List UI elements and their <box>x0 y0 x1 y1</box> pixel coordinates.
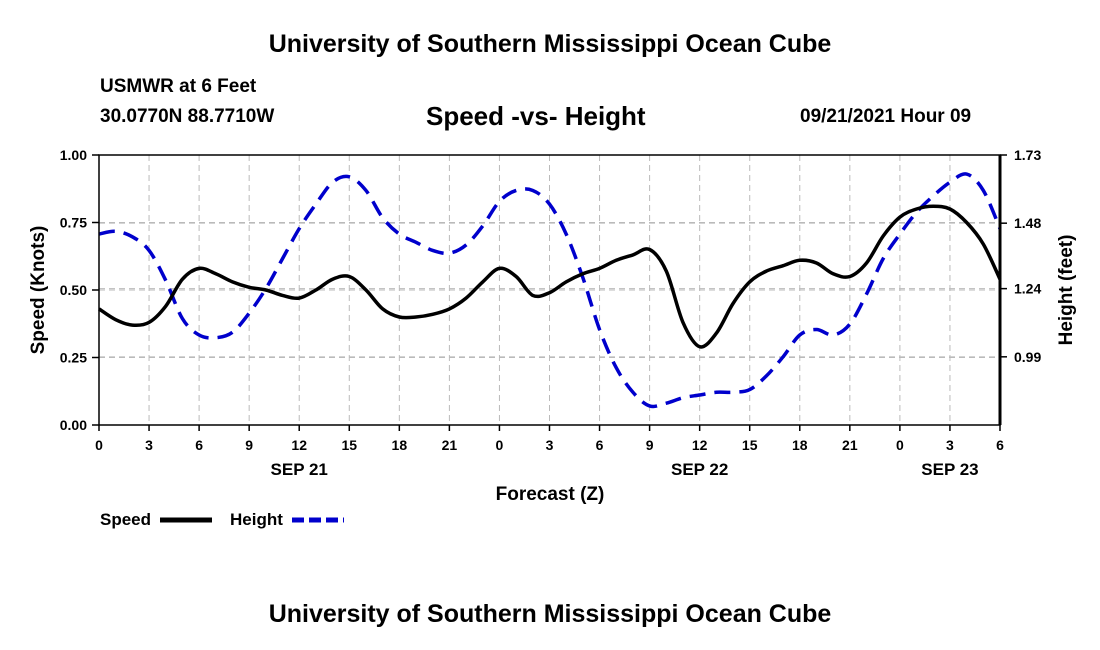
y-tick-label: 1.00 <box>60 147 87 163</box>
station-coordinates: 30.0770N 88.7710W <box>100 106 275 127</box>
x-axis-label: Forecast (Z) <box>496 484 605 505</box>
x-tick-label: 21 <box>442 437 458 453</box>
y-tick-label: 0.75 <box>60 215 87 231</box>
y2-tick-label: 0.99 <box>1014 349 1041 365</box>
date-label: SEP 23 <box>921 460 978 479</box>
x-tick-label: 0 <box>95 437 103 453</box>
bottom-title: University of Southern Mississippi Ocean… <box>268 600 832 628</box>
speed-series-line <box>98 204 1002 349</box>
x-tick-label: 12 <box>692 437 708 453</box>
x-tick-label: 0 <box>496 437 504 453</box>
y2-axis-label: Height (feet) <box>1056 235 1077 346</box>
x-tick-label: 18 <box>792 437 808 453</box>
x-tick-label: 21 <box>842 437 858 453</box>
x-tick-label: 3 <box>145 437 153 453</box>
station-name: USMWR at 6 Feet <box>100 76 257 97</box>
y2-tick-label: 1.48 <box>1014 215 1041 231</box>
x-tick-label: 15 <box>742 437 758 453</box>
x-tick-label: 3 <box>546 437 554 453</box>
x-tick-label: 0 <box>896 437 904 453</box>
y2-tick-label: 1.24 <box>1014 281 1041 297</box>
date-label: SEP 22 <box>671 460 728 479</box>
y-tick-label: 0.00 <box>60 417 87 433</box>
x-tick-label: 3 <box>946 437 954 453</box>
x-tick-label: 9 <box>245 437 253 453</box>
x-tick-label: 6 <box>596 437 604 453</box>
x-tick-label: 6 <box>195 437 203 453</box>
forecast-datetime: 09/21/2021 Hour 09 <box>800 106 972 127</box>
x-tick-label: 18 <box>392 437 408 453</box>
date-label: SEP 21 <box>271 460 328 479</box>
legend: Speed Height <box>100 510 344 529</box>
x-tick-label: 15 <box>341 437 357 453</box>
x-tick-label: 12 <box>291 437 307 453</box>
legend-speed-label: Speed <box>100 510 151 529</box>
chart-title: Speed -vs- Height <box>426 101 646 131</box>
top-title: University of Southern Mississippi Ocean… <box>268 30 832 58</box>
x-tick-label: 9 <box>646 437 654 453</box>
y2-tick-label: 1.73 <box>1014 147 1041 163</box>
height-series-line <box>98 172 1002 409</box>
y-tick-label: 0.25 <box>60 350 87 366</box>
y-axis-label: Speed (Knots) <box>28 226 49 355</box>
legend-height-label: Height <box>230 510 283 529</box>
x-tick-label: 6 <box>996 437 1004 453</box>
y-tick-label: 0.50 <box>60 282 87 298</box>
